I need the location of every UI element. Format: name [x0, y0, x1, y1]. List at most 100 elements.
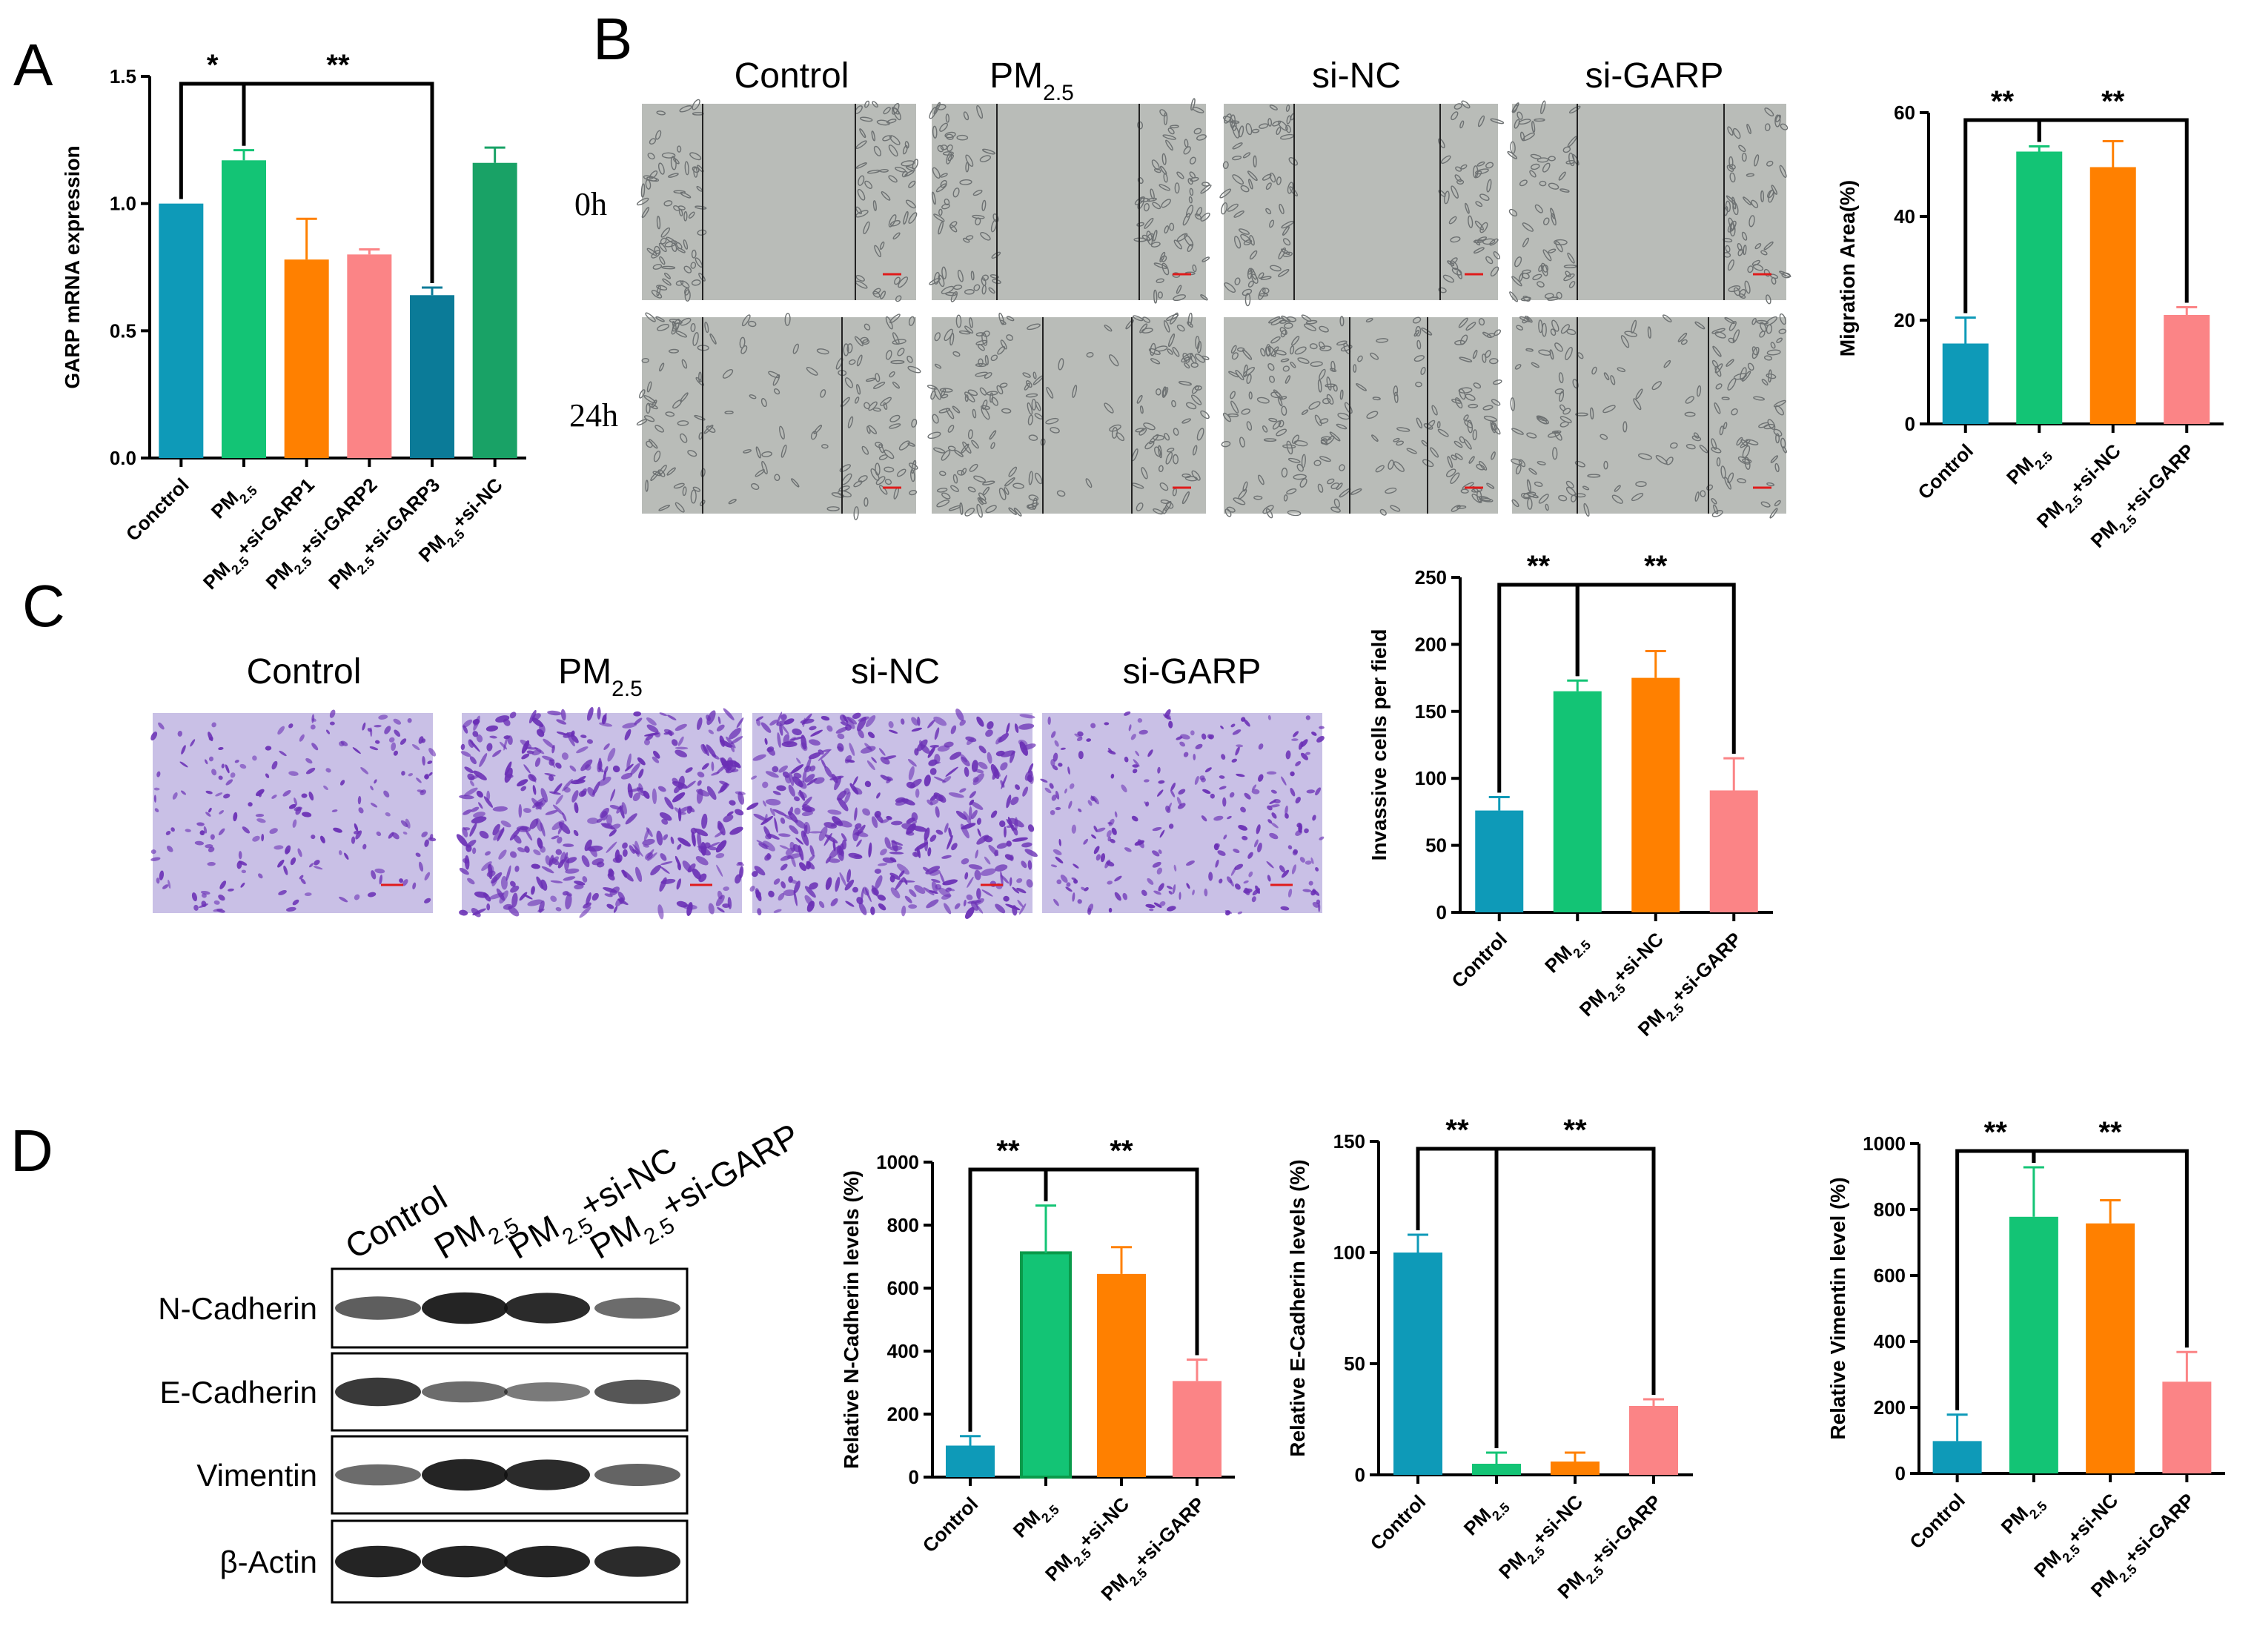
y-tick-label: 0.5: [110, 319, 136, 342]
bar-2: [1551, 1462, 1600, 1475]
chart-D3: 0 200 400 600 800 1000 Relative Vimentin level…: [1826, 1116, 2225, 1602]
y-tick-label: 100: [1415, 767, 1447, 789]
chart-D2: 0 50 100 150 Relative E-Cadherin levels (%) C…: [1286, 1114, 1693, 1603]
y-tick-label: 60: [1894, 102, 1915, 124]
chart-C: 0 50 100 150 200 250 Invassive cells per field…: [1368, 550, 1773, 1041]
bar-3: [1629, 1406, 1678, 1475]
scratch-column-label-pm25: PM2.5: [990, 56, 1074, 105]
scratch-column-label-control: Control: [735, 56, 849, 96]
significance-label: **: [2099, 1116, 2123, 1149]
x-tick-label-1: PM2.5: [207, 474, 260, 527]
y-tick-label: 1000: [876, 1151, 919, 1173]
blot-band: [504, 1382, 590, 1401]
y-tick-label: 20: [1894, 309, 1915, 331]
bar-3: [1709, 790, 1758, 912]
blot-band: [504, 1459, 590, 1490]
x-tick-label-0: Control: [1913, 439, 1978, 504]
scratch-image-24h-2: [1221, 314, 1502, 519]
blot-band: [422, 1292, 508, 1324]
y-axis-title: Migration Area(%): [1836, 180, 1859, 357]
x-tick-label-1: PM2.5: [1997, 1489, 2050, 1542]
significance-label: *: [207, 49, 219, 82]
y-tick-label: 50: [1425, 835, 1447, 857]
y-tick-label: 1000: [1863, 1132, 1906, 1155]
scratch-assay-images: Control PM2.5 si-NC si-GARP 0h 24h: [569, 56, 1791, 520]
x-tick-label-0: Control: [1366, 1490, 1431, 1555]
significance-label: **: [996, 1135, 1020, 1167]
y-axis-title: Invassive cells per field: [1368, 629, 1390, 861]
y-tick-label: 600: [887, 1277, 919, 1299]
y-tick-label: 0.0: [110, 447, 136, 469]
scratch-image-24h-0: [636, 312, 921, 520]
transwell-image-0: [150, 709, 437, 913]
y-tick-label: 250: [1415, 566, 1447, 588]
significance-label: **: [326, 49, 350, 82]
bar-0: [946, 1445, 995, 1477]
x-tick-label-0: Conctrol: [122, 474, 193, 545]
y-tick-label: 40: [1894, 205, 1915, 228]
y-tick-label: 0: [1436, 901, 1447, 923]
y-tick-label: 50: [1344, 1353, 1365, 1375]
blot-band: [335, 1464, 421, 1486]
bar-0: [159, 203, 204, 458]
bar-0: [1475, 810, 1524, 912]
bar-2: [284, 259, 329, 458]
bar-3: [2164, 315, 2210, 424]
y-tick-label: 150: [1333, 1130, 1365, 1152]
blot-protein-label-1: E-Cadherin: [160, 1375, 317, 1410]
panel-letter-a: A: [13, 32, 53, 98]
blot-band: [594, 1297, 680, 1319]
scratch-image-24h-3: [1510, 313, 1787, 519]
y-tick-label: 200: [1874, 1396, 1906, 1419]
y-tick-label: 0: [909, 1466, 919, 1488]
significance-label: **: [1991, 85, 2015, 118]
bar-2: [2086, 1223, 2135, 1473]
significance-label: **: [2101, 85, 2125, 118]
y-tick-label: 1.0: [110, 193, 136, 215]
y-tick-label: 1.5: [110, 65, 136, 87]
x-tick-label-1: PM2.5: [1540, 928, 1594, 981]
bar-0: [1942, 343, 1989, 424]
blot-band: [335, 1545, 421, 1578]
bar-4: [410, 295, 454, 458]
significance-bracket: [242, 82, 434, 283]
blot-band: [504, 1545, 590, 1578]
blot-band: [335, 1296, 421, 1320]
panel-letter-b: B: [593, 6, 632, 72]
scratch-image-0h-1: [929, 98, 1212, 304]
y-tick-label: 150: [1415, 700, 1447, 723]
bar-5: [472, 162, 517, 458]
transwell-image-1: [456, 706, 746, 920]
y-tick-label: 600: [1874, 1264, 1906, 1287]
transwell-column-label-si-nc: si-NC: [851, 652, 940, 691]
transwell-column-label-control: Control: [247, 652, 362, 691]
blot-lane-label-2: PM2.5+si-NC: [502, 1139, 688, 1275]
scratch-image-24h-1: [927, 312, 1210, 518]
blot-band: [335, 1377, 421, 1407]
scratch-image-0h-3: [1507, 100, 1791, 305]
transwell-assay-images: Control PM2.5 si-NC si-GARP: [150, 652, 1325, 920]
y-axis-title: Relative N-Cadherin levels (%): [840, 1170, 863, 1469]
scratch-column-label-si-garp: si-GARP: [1585, 56, 1724, 96]
y-tick-label: 100: [1333, 1241, 1365, 1264]
y-axis-title: Relative Vimentin level (%): [1826, 1177, 1849, 1439]
scratch-row-label-0h: 0h: [574, 186, 607, 222]
blot-band: [594, 1464, 680, 1486]
bar-1: [222, 160, 266, 459]
significance-bracket: [1044, 1167, 1199, 1356]
y-tick-label: 0: [1355, 1464, 1365, 1486]
blot-band: [422, 1545, 508, 1578]
x-tick-label-1: PM2.5: [1459, 1490, 1513, 1544]
bar-0: [1393, 1253, 1442, 1475]
blot-band: [594, 1379, 680, 1404]
x-tick-label-0: Control: [918, 1493, 983, 1557]
chart-D1: 0 200 400 600 800 1000 Relative N-Cadherin lev…: [840, 1135, 1235, 1605]
transwell-column-label-si-garp: si-GARP: [1123, 652, 1262, 691]
bar-0: [1932, 1441, 1982, 1473]
bar-3: [1173, 1381, 1222, 1477]
significance-label: **: [1110, 1135, 1133, 1167]
blot-band: [422, 1381, 508, 1403]
bar-1: [1020, 1251, 1072, 1479]
western-blot: ControlPM2.5PM2.5+si-NCPM2.5+si-GARPN-Ca…: [158, 1115, 806, 1604]
